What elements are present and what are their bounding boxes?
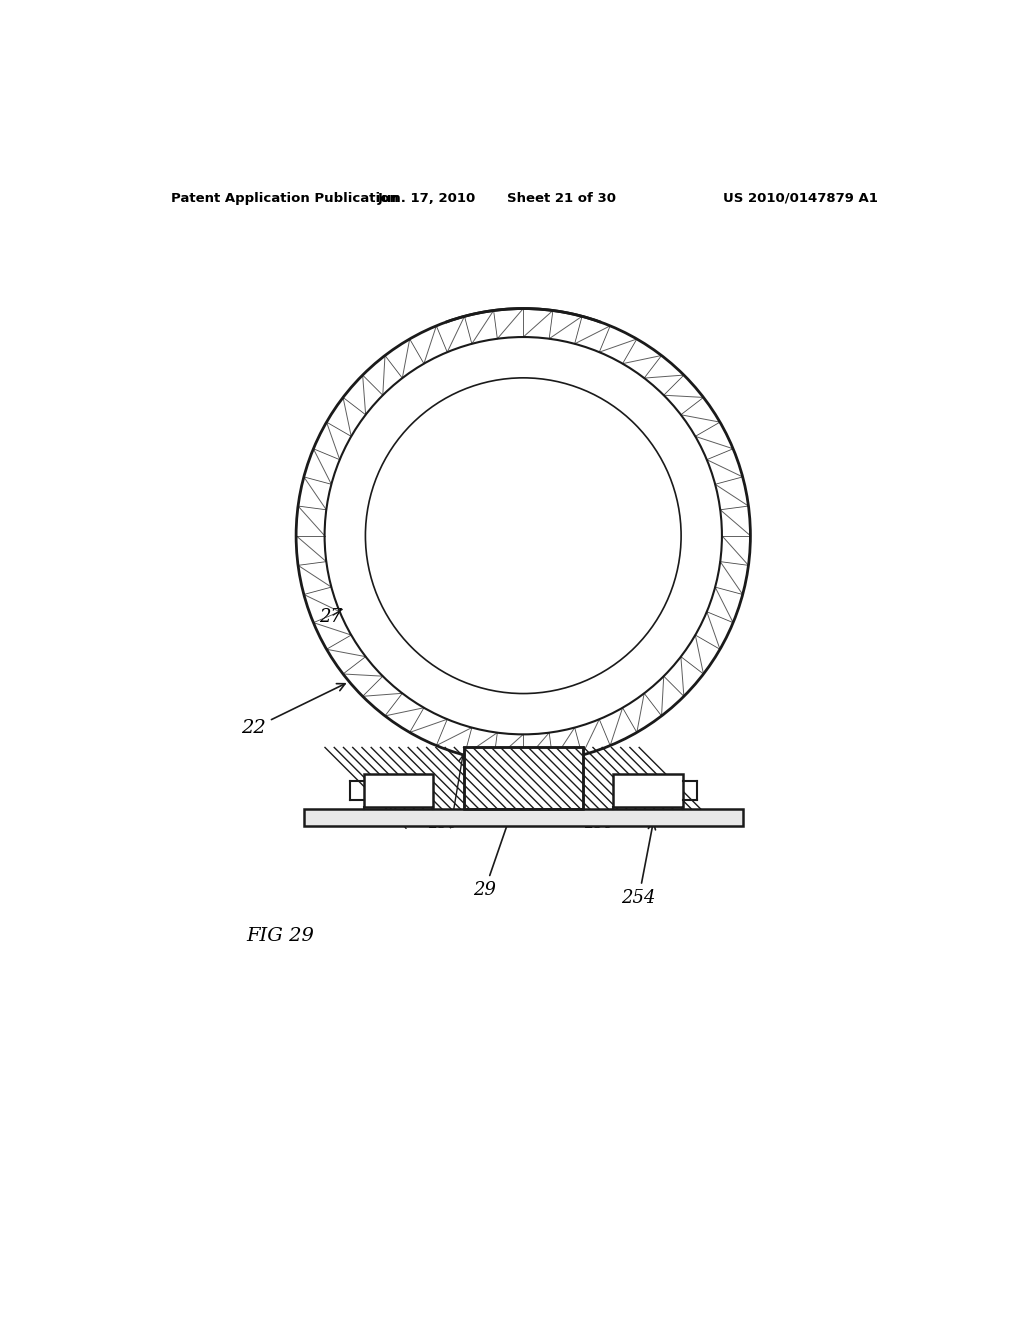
- Bar: [370, 777, 427, 804]
- Text: 256: 256: [428, 817, 457, 830]
- Text: Jun. 17, 2010: Jun. 17, 2010: [378, 191, 476, 205]
- Text: US 2010/0147879 A1: US 2010/0147879 A1: [723, 191, 878, 205]
- Bar: [464, 747, 583, 809]
- Bar: [364, 775, 433, 807]
- Text: 56: 56: [632, 813, 653, 830]
- Text: FIG 29: FIG 29: [247, 927, 314, 945]
- Bar: [613, 775, 683, 807]
- Text: 256: 256: [584, 817, 613, 830]
- Bar: [620, 777, 677, 804]
- Circle shape: [296, 309, 751, 763]
- Text: Sheet 21 of 30: Sheet 21 of 30: [507, 191, 616, 205]
- Text: 254: 254: [622, 822, 656, 907]
- Text: Patent Application Publication: Patent Application Publication: [171, 191, 398, 205]
- Text: 55: 55: [388, 813, 410, 830]
- Bar: [464, 747, 583, 809]
- Text: 27: 27: [319, 607, 342, 626]
- Text: 29: 29: [473, 783, 523, 899]
- Text: 22: 22: [242, 684, 345, 737]
- Bar: [304, 809, 742, 826]
